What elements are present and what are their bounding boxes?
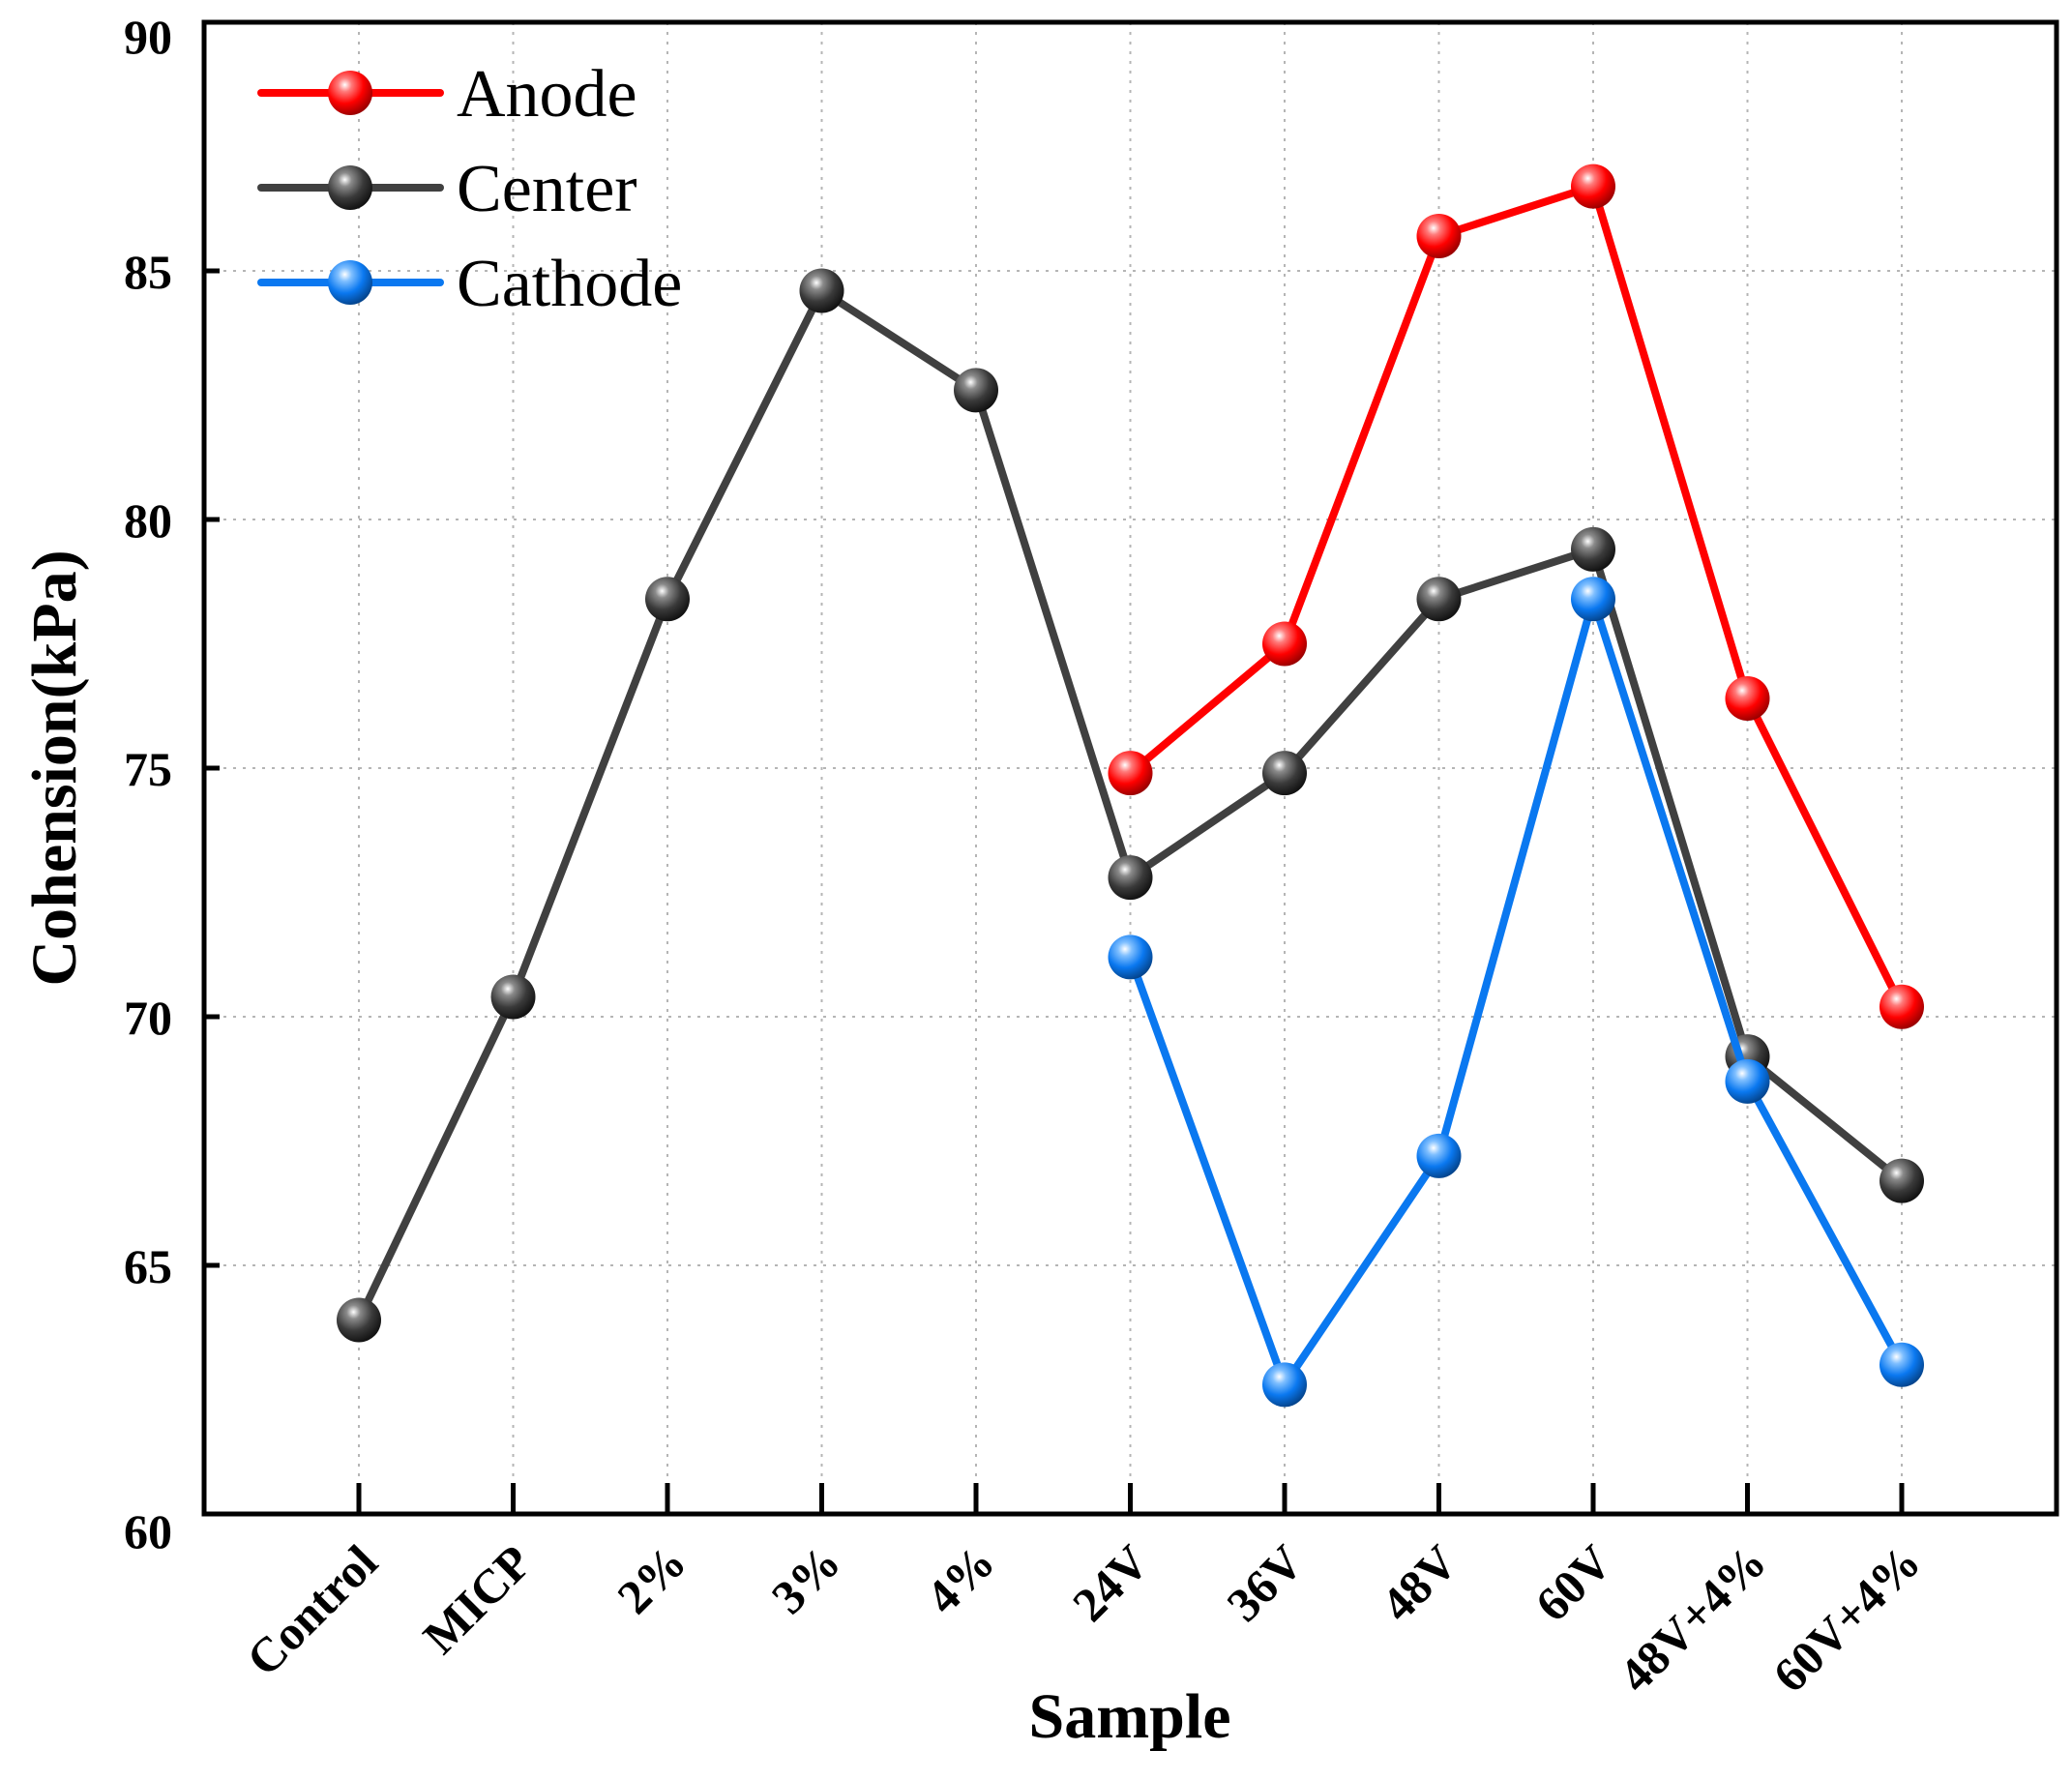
data-point-cathode [1108, 934, 1153, 980]
data-point-anode [1262, 621, 1307, 667]
data-point-center [1571, 526, 1615, 572]
x-axis-title: Sample [1028, 1681, 1230, 1752]
data-point-cathode [1262, 1362, 1307, 1408]
x-tick-label: 4% [915, 1534, 1005, 1624]
legend-item-anode: Anode [257, 57, 637, 132]
y-tick-label: 65 [124, 1239, 172, 1293]
legend: Anode Center Cathode [257, 57, 682, 321]
y-tick-label: 85 [124, 245, 172, 299]
data-point-center [1416, 577, 1462, 622]
legend-item-center: Center [257, 152, 637, 226]
data-point-cathode [1725, 1058, 1770, 1104]
y-tick-label: 70 [124, 991, 172, 1045]
legend-item-cathode: Cathode [257, 247, 682, 321]
series-anode [1108, 163, 1924, 1029]
data-point-anode [1416, 214, 1462, 259]
legend-label-center: Center [457, 152, 637, 226]
series-line-cathode [1126, 595, 1906, 1389]
series-layer [337, 163, 1924, 1408]
x-tick-label: 2% [607, 1534, 696, 1624]
x-tick-label: 36V [1216, 1534, 1313, 1631]
data-point-center [954, 368, 998, 413]
data-point-anode [1725, 676, 1770, 722]
data-point-anode [1880, 984, 1924, 1029]
data-point-cathode [1880, 1342, 1924, 1387]
data-point-anode [1108, 751, 1153, 796]
x-tick-label: MICP [412, 1534, 542, 1664]
data-point-cathode [1416, 1133, 1462, 1178]
series-cathode [1108, 577, 1924, 1408]
data-point-center [490, 974, 536, 1020]
x-tick-label: 24V [1062, 1534, 1159, 1631]
data-point-center [645, 577, 690, 622]
data-point-anode [1571, 163, 1615, 209]
x-tick-label: 48V [1371, 1534, 1467, 1631]
legend-label-anode: Anode [457, 57, 637, 132]
data-point-center [1880, 1158, 1924, 1203]
y-tick-label: 60 [124, 1504, 172, 1558]
legend-label-cathode: Cathode [457, 247, 682, 321]
y-tick-label: 90 [124, 10, 172, 64]
legend-marker-cathode [328, 260, 372, 305]
legend-marker-anode [328, 71, 372, 115]
data-point-center [337, 1297, 381, 1343]
x-tick-label: 3% [761, 1534, 851, 1624]
y-tick-label: 80 [124, 493, 172, 548]
data-point-cathode [1571, 577, 1615, 622]
y-axis: 60 65 70 75 80 85 90 [124, 10, 220, 1558]
x-tick-label: 60V [1524, 1534, 1621, 1631]
y-tick-label: 75 [124, 742, 172, 796]
y-axis-title: Cohension(kPa) [19, 549, 90, 986]
data-point-center [1108, 855, 1153, 901]
x-tick-label: 48V+4% [1609, 1534, 1777, 1703]
legend-marker-center [328, 165, 372, 210]
x-tick-label: 60V+4% [1762, 1534, 1931, 1703]
data-point-center [799, 268, 844, 313]
x-tick-label: Control [236, 1534, 388, 1686]
series-line-anode [1126, 182, 1906, 1011]
data-point-center [1262, 751, 1307, 796]
